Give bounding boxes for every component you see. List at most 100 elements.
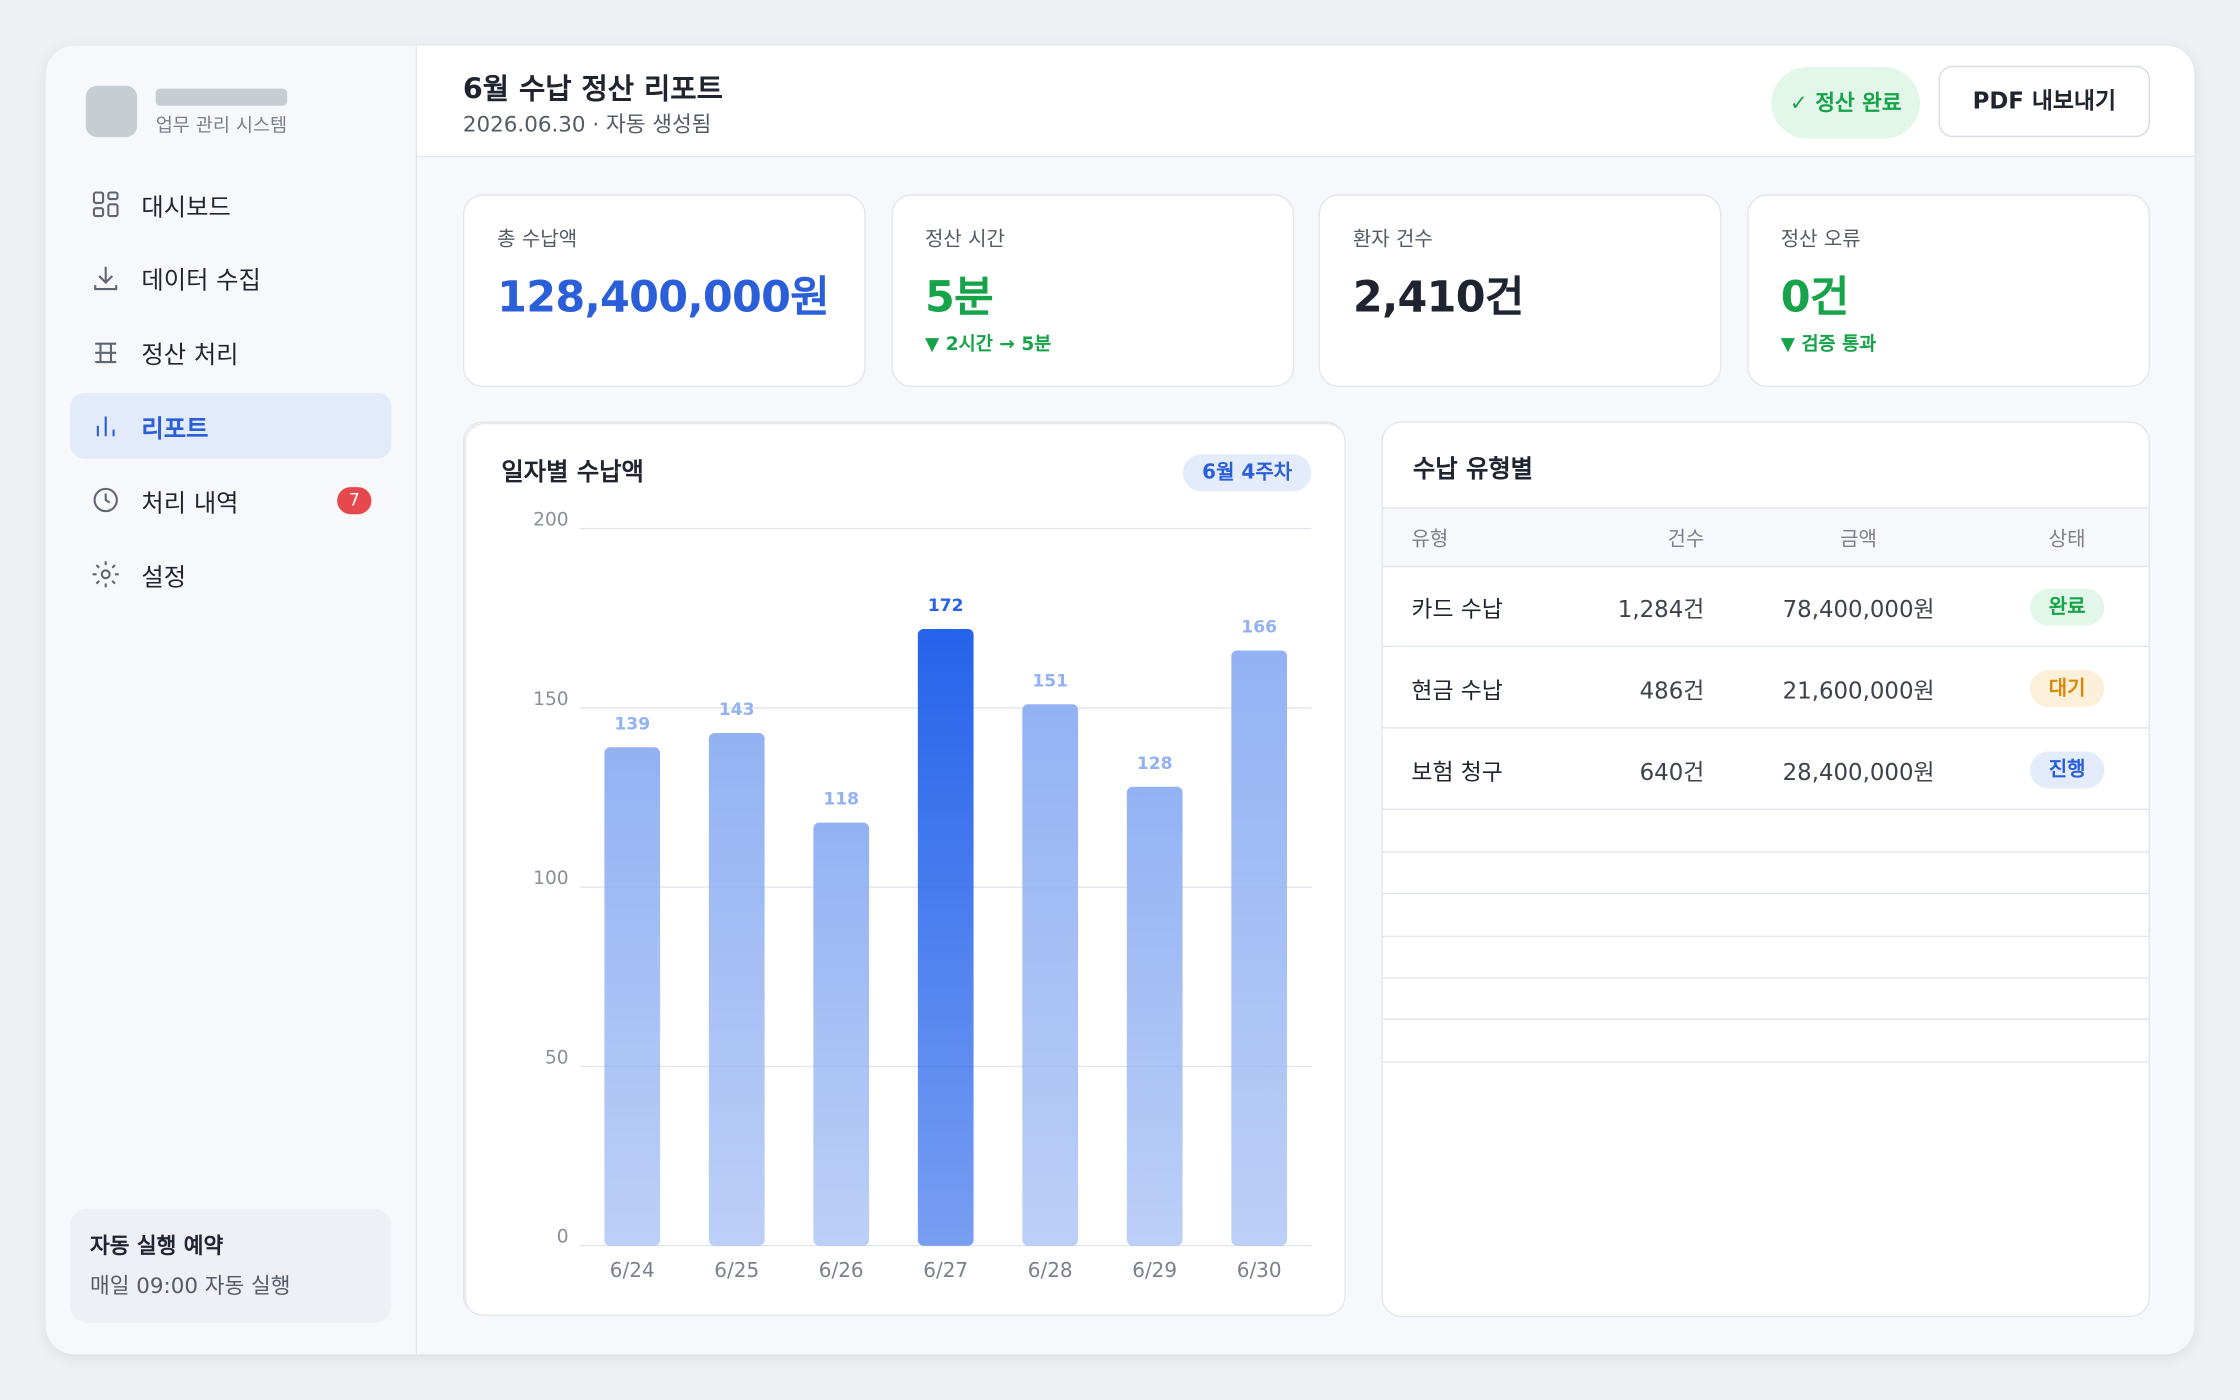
value-label: 143 <box>719 700 755 720</box>
card-bg <box>464 422 1345 1315</box>
table-cell: 1,284건 <box>1617 595 1705 623</box>
nav-item[interactable]: 데이터 수집 <box>70 245 391 311</box>
kpi-value: 2,410건 <box>1352 272 1524 323</box>
table-title: 수납 유형별 <box>1412 455 1534 485</box>
empty-row <box>1382 1019 2149 1063</box>
nav-item[interactable]: 설정 <box>70 541 391 607</box>
nav-label: 설정 <box>141 563 187 593</box>
value-label: 139 <box>614 714 650 734</box>
y-tick-label: 150 <box>533 689 568 710</box>
nav-label: 정산 처리 <box>141 341 239 371</box>
nav-icon <box>96 417 115 437</box>
x-tick-label: 6/28 <box>1028 1258 1073 1282</box>
table-cell: 78,400,000원 <box>1782 595 1935 623</box>
status-pill: 대기 <box>2029 669 2105 708</box>
table-header: 유형 건수 금액 상태 <box>1382 507 2149 568</box>
chart-card: 일자별 수납액 6월 4주차 0 50 100 150 200 6/24 139 6/25 14… <box>462 421 1346 1316</box>
table-cell: 21,600,000원 <box>1782 677 1935 705</box>
nav-item[interactable]: 리포트 <box>69 393 392 460</box>
nav-badge: 7 <box>337 487 372 515</box>
status-pill: 완료 <box>2029 588 2105 626</box>
kpi-card: 총 수납액 128,400,000원 <box>462 194 866 388</box>
kpi-label: 정산 시간 <box>924 228 1005 252</box>
x-tick-label: 6/26 <box>819 1258 864 1282</box>
app-name: 업무 관리 시스템 <box>155 115 288 138</box>
y-tick-label: 200 <box>533 509 568 530</box>
nav-icon <box>95 342 117 363</box>
table-cell: 28,400,000원 <box>1782 758 1935 786</box>
tag-bg <box>1182 454 1312 492</box>
y-tick-label: 100 <box>533 868 568 889</box>
x-tick-label: 6/24 <box>610 1258 655 1282</box>
schedule-title: 자동 실행 예약 <box>89 1232 224 1259</box>
y-tick-label: 50 <box>545 1047 569 1068</box>
kpi-value: 0건 <box>1780 272 1850 323</box>
value-label: 166 <box>1241 618 1277 638</box>
status-badge: ✓ 정산 완료 <box>1771 67 1920 139</box>
table-row: 보험 청구 640건 28,400,000원 진행 <box>1382 729 2149 810</box>
table-cell: 486건 <box>1639 677 1705 705</box>
value-label: 172 <box>928 596 964 616</box>
table-cell: 현금 수납 <box>1411 677 1503 705</box>
bar <box>604 747 661 1246</box>
empty-row <box>1382 977 2149 1021</box>
nav-icon <box>92 191 119 218</box>
nav-item[interactable]: 처리 내역 7 <box>70 467 391 533</box>
nav-icon <box>94 266 118 290</box>
bar <box>1126 786 1183 1246</box>
nav-label: 리포트 <box>141 415 209 445</box>
nav-item[interactable]: 대시보드 <box>70 171 391 237</box>
page-title: 6월 수납 정산 리포트 <box>462 71 723 106</box>
bar <box>917 628 974 1246</box>
nav-label: 데이터 수집 <box>141 267 261 297</box>
table-row: 현금 수납 486건 21,600,000원 대기 <box>1382 647 2149 729</box>
header: 6월 수납 정산 리포트 2026.06.30 · 자동 생성됨 ✓ 정산 완료… <box>417 45 2195 158</box>
chart-tag: 6월 4주차 <box>1202 459 1293 483</box>
table-row: 카드 수납 1,284건 78,400,000원 완료 <box>1382 566 2149 648</box>
column-header: 상태 <box>2048 528 2086 552</box>
nav-label: 처리 내역 <box>141 489 239 519</box>
bar <box>813 822 870 1246</box>
bar <box>1022 704 1079 1246</box>
kpi-note: ▼ 검증 통과 <box>1780 334 1877 356</box>
nav-icon <box>92 561 119 588</box>
logo <box>85 85 138 138</box>
kpi-value: 128,400,000원 <box>497 272 830 323</box>
nav-item[interactable]: 정산 처리 <box>70 319 391 385</box>
value-label: 118 <box>823 790 859 810</box>
x-tick-label: 6/29 <box>1132 1258 1177 1282</box>
bar <box>708 732 765 1246</box>
kpi-card: 환자 건수 2,410건 <box>1318 194 1722 388</box>
schedule-text: 매일 09:00 자동 실행 <box>89 1272 291 1299</box>
empty-row <box>1382 936 2149 979</box>
main: 6월 수납 정산 리포트 2026.06.30 · 자동 생성됨 ✓ 정산 완료… <box>417 45 2195 1355</box>
empty-row <box>1382 810 2149 853</box>
nav-icon <box>93 488 118 513</box>
status-pill: 진행 <box>2029 751 2105 789</box>
column-header: 유형 <box>1411 528 1449 552</box>
bar <box>1231 650 1288 1246</box>
table-cell: 640건 <box>1639 758 1705 786</box>
x-tick-label: 6/30 <box>1237 1258 1282 1282</box>
kpi-card: 정산 오류 0건 ▼ 검증 통과 <box>1746 194 2150 388</box>
empty-row <box>1382 852 2149 895</box>
page-subtitle: 2026.06.30 · 자동 생성됨 <box>462 111 712 138</box>
y-tick-label: 0 <box>557 1227 569 1248</box>
table-cell: 카드 수납 <box>1411 595 1503 623</box>
kpi-note: ▼ 2시간 → 5분 <box>924 334 1052 356</box>
x-tick-label: 6/27 <box>923 1258 968 1282</box>
chart-title: 일자별 수납액 <box>501 457 643 486</box>
x-tick-label: 6/25 <box>714 1258 759 1282</box>
value-label: 151 <box>1032 671 1068 691</box>
table-cell: 보험 청구 <box>1411 758 1503 786</box>
nav-label: 대시보드 <box>141 193 231 223</box>
kpi-label: 환자 건수 <box>1352 228 1433 252</box>
kpi-label: 정산 오류 <box>1780 228 1861 252</box>
kpi-value: 5분 <box>924 272 994 323</box>
export-button[interactable]: PDF 내보내기 <box>1938 65 2150 138</box>
schedule-box: 자동 실행 예약 매일 09:00 자동 실행 <box>69 1208 392 1323</box>
